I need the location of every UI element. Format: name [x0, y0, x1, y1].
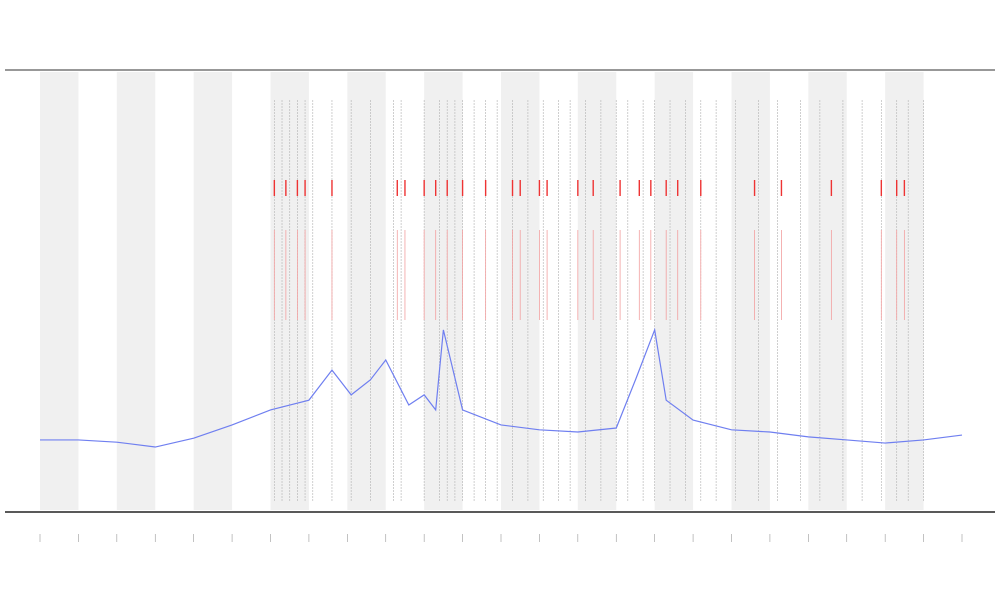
band: [40, 72, 79, 510]
band: [808, 72, 847, 510]
band: [424, 72, 463, 510]
band: [654, 72, 694, 510]
marks: [40, 100, 963, 502]
band: [116, 72, 156, 510]
band: [347, 72, 386, 510]
band: [193, 72, 233, 510]
band: [731, 72, 770, 510]
band: [577, 72, 617, 510]
series-line: [40, 327, 963, 448]
bands: [39, 72, 963, 542]
